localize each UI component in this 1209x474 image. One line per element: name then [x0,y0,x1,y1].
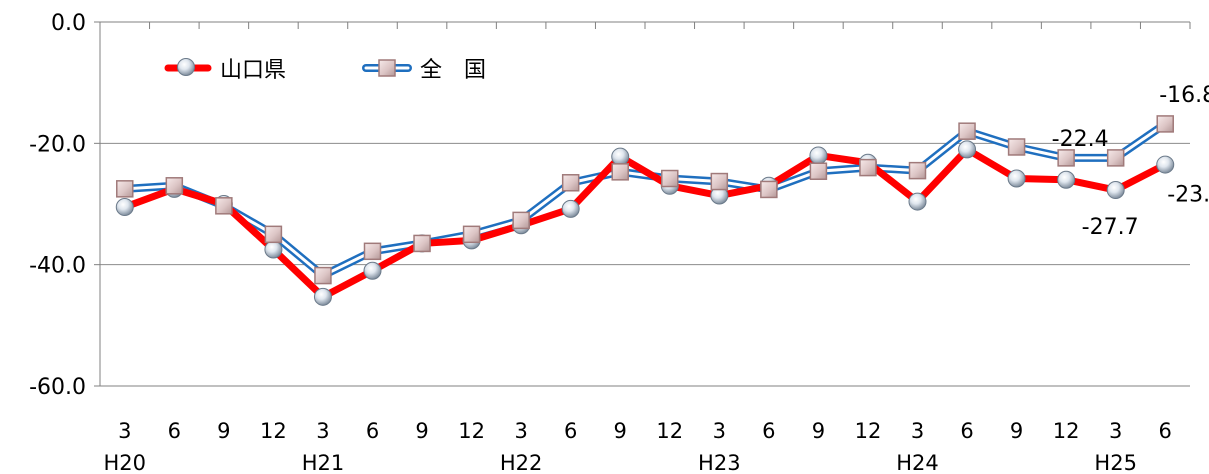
x-tick-label: 6 [366,419,379,443]
x-tick-label: 6 [1159,419,1172,443]
data-label: -27.7 [1082,215,1139,240]
point-zenkoku [1057,149,1075,167]
y-tick-label: -60.0 [29,375,86,400]
point-yamaguchi [1156,155,1175,174]
point-yamaguchi [1007,169,1026,188]
x-tick-label: 3 [911,419,924,443]
x-tick-label: 9 [614,419,627,443]
x-tick-label: 3 [316,419,329,443]
x-tick-label: 12 [656,419,683,443]
point-zenkoku [908,161,927,180]
x-tick-label: 3 [514,419,527,443]
year-label: H22 [500,451,543,474]
x-tick-label: 9 [415,419,428,443]
x-tick-label: 3 [1109,419,1122,443]
legend-marker-yamaguchi [177,58,195,76]
point-yamaguchi [1057,170,1076,189]
point-yamaguchi [611,147,630,166]
point-zenkoku [1007,138,1026,156]
year-label: H24 [896,451,939,474]
point-zenkoku [859,158,877,177]
point-zenkoku [661,169,679,188]
point-zenkoku [314,266,332,285]
point-zenkoku [958,122,976,140]
data-label: -16.8 [1159,83,1209,108]
x-tick-label: 12 [458,419,485,443]
point-yamaguchi [115,198,134,217]
year-label: H21 [302,451,345,474]
point-zenkoku [760,180,778,199]
point-zenkoku [413,234,431,253]
point-zenkoku [512,211,530,230]
x-tick-label: 3 [713,419,726,443]
x-tick-label: 12 [260,419,287,443]
x-tick-label: 9 [1010,419,1023,443]
point-zenkoku [1106,149,1125,167]
x-tick-label: 9 [812,419,825,443]
point-zenkoku [116,180,134,198]
y-tick-label: 0.0 [51,11,86,36]
x-tick-label: 12 [855,419,882,443]
x-tick-label: 3 [118,419,131,443]
year-label: H20 [104,451,147,474]
series-line-yamaguchi [121,145,1169,301]
legend-label-yamaguchi: 山口県 [220,58,286,83]
point-yamaguchi [809,146,828,165]
point-yamaguchi [313,287,332,306]
year-label: H25 [1094,451,1137,474]
point-yamaguchi [958,140,977,159]
point-yamaguchi [264,240,283,259]
point-yamaguchi [908,192,927,211]
x-tick-label: 9 [217,419,230,443]
point-zenkoku [215,197,233,215]
point-zenkoku [710,172,729,191]
point-zenkoku [462,225,481,244]
data-label: -23.5 [1167,183,1209,208]
point-zenkoku [1156,115,1174,133]
point-yamaguchi [363,261,382,280]
data-label: -22.4 [1052,127,1109,152]
x-tick-label: 6 [960,419,973,443]
year-label: H23 [698,451,741,474]
point-zenkoku [561,174,580,192]
legend-label-zenkoku: 全 国 [420,58,486,83]
point-yamaguchi [1106,181,1125,200]
legend-marker-zenkoku [378,59,396,77]
point-zenkoku [264,225,283,244]
point-zenkoku [611,163,629,181]
point-yamaguchi [561,199,580,218]
y-tick-label: -20.0 [29,132,86,157]
x-tick-label: 12 [1053,419,1080,443]
x-tick-label: 6 [762,419,775,443]
point-zenkoku [363,242,382,261]
y-tick-label: -40.0 [29,254,86,279]
point-zenkoku [165,177,184,195]
point-zenkoku [809,162,828,180]
x-tick-label: 6 [168,419,181,443]
x-tick-label: 6 [564,419,577,443]
